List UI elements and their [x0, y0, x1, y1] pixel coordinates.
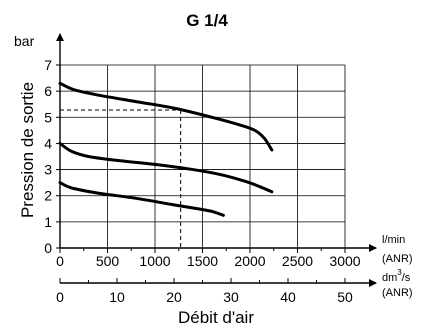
series-line-2: [58, 141, 274, 194]
x-primary-ticks: 0 500 1000 1500 2000 2500 3000: [56, 248, 361, 269]
x-secondary-tick-label: 40: [280, 289, 296, 305]
x-primary-unit-line1: l/min: [382, 234, 405, 246]
x-secondary-tick-label: 0: [56, 289, 64, 305]
x-secondary-unit-suffix: /s: [402, 272, 411, 284]
x-primary-tick-label: 2500: [282, 253, 313, 269]
grid: [60, 64, 346, 248]
series-line-3: [58, 181, 225, 217]
x-primary-tick-label: 1000: [139, 253, 170, 269]
x-primary-tick-label: 0: [56, 253, 64, 269]
x-primary-tick-label: 1500: [187, 253, 218, 269]
y-tick-label: 0: [44, 240, 52, 256]
y-ticks: 0 1 2 3 4 5 6 7: [44, 57, 60, 256]
x-secondary-unit: dm3/s (ANR): [382, 268, 413, 299]
x-primary-unit-line2: (ANR): [382, 253, 413, 265]
x-primary-tick-label: 500: [96, 253, 120, 269]
series-line-1: [58, 81, 274, 152]
x-primary-tick-label: 2000: [234, 253, 265, 269]
x-secondary-tick-label: 10: [109, 289, 125, 305]
x-secondary-unit-base: dm: [382, 272, 397, 284]
x-secondary-tick-label: 30: [223, 289, 239, 305]
x-secondary-unit-line1: dm3/s: [382, 268, 411, 284]
y-tick-label: 4: [44, 135, 52, 151]
x-axis-label: Débit d'air: [178, 308, 254, 327]
x-secondary-unit-line2: (ANR): [382, 287, 413, 299]
x-secondary-tick-label: 50: [337, 289, 353, 305]
x-secondary-unit-exponent: 3: [397, 268, 402, 277]
y-tick-label: 5: [44, 109, 52, 125]
chart-title: G 1/4: [186, 11, 228, 30]
x-primary-tick-label: 3000: [329, 253, 360, 269]
axes: [56, 33, 377, 287]
y-tick-label: 6: [44, 83, 52, 99]
series-lines: [58, 81, 274, 217]
y-tick-label: 1: [44, 214, 52, 230]
y-tick-label: 7: [44, 57, 52, 73]
x-primary-unit: l/min (ANR): [382, 234, 413, 265]
x-secondary-tick-label: 20: [166, 289, 182, 305]
reference-lines: [60, 109, 182, 248]
y-tick-label: 3: [44, 162, 52, 178]
y-axis-unit: bar: [14, 33, 35, 49]
x-secondary-ticks: 0 10 20 30 40 50: [56, 278, 353, 305]
y-tick-label: 2: [44, 188, 52, 204]
y-axis-label: Pression de sortie: [18, 82, 37, 218]
